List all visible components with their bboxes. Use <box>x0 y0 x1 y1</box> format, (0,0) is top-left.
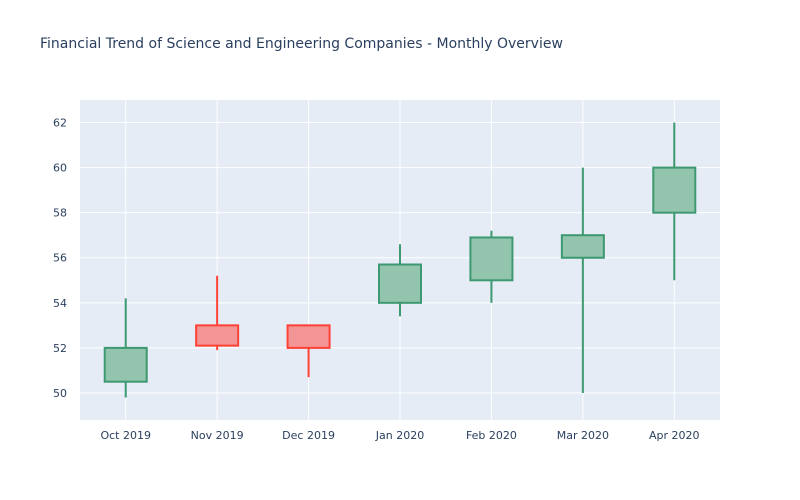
candle-body-decreasing <box>286 324 331 349</box>
x-tick-label: Nov 2019 <box>191 429 244 442</box>
candle <box>103 298 148 398</box>
y-axis: 50 52 54 56 58 60 62 <box>53 117 67 400</box>
candle <box>469 230 514 303</box>
candle-body-decreasing <box>195 324 240 347</box>
candle-body-increasing <box>652 166 697 214</box>
chart-title: Financial Trend of Science and Engineeri… <box>40 36 563 52</box>
y-tick-label: 54 <box>53 297 67 310</box>
x-tick-label: Apr 2020 <box>649 429 700 442</box>
y-tick-label: 52 <box>53 342 67 355</box>
x-tick-label: Oct 2019 <box>100 429 151 442</box>
y-tick-label: 50 <box>53 387 67 400</box>
y-tick-label: 58 <box>53 207 67 220</box>
candle-body-increasing <box>469 236 514 282</box>
candle-body-increasing <box>378 263 422 304</box>
candle <box>195 275 240 351</box>
x-axis: Oct 2019 Nov 2019 Dec 2019 Jan 2020 Feb 2020… <box>100 429 699 442</box>
x-tick-label: Feb 2020 <box>466 429 517 442</box>
candle-body-increasing <box>560 234 605 259</box>
y-tick-label: 56 <box>53 252 67 265</box>
x-tick-label: Mar 2020 <box>557 429 609 442</box>
candle <box>286 324 331 378</box>
candle-body-increasing <box>103 346 148 383</box>
candle <box>378 244 422 317</box>
x-tick-label: Dec 2019 <box>282 429 335 442</box>
candles <box>103 122 697 398</box>
candle <box>652 122 697 281</box>
candle <box>560 167 605 393</box>
x-tick-label: Jan 2020 <box>375 429 424 442</box>
y-tick-label: 60 <box>53 162 67 175</box>
y-tick-label: 62 <box>53 117 67 130</box>
